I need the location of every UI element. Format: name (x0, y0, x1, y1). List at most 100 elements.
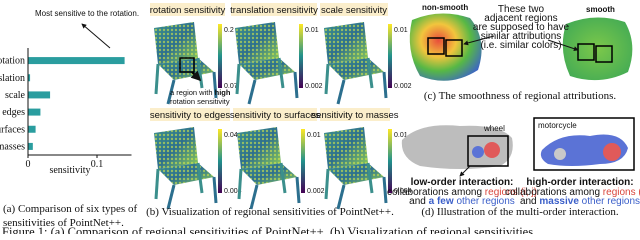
y-tick-label: surfaces (0, 124, 25, 135)
bar (28, 91, 51, 99)
label: non-smooth (422, 3, 468, 12)
region-box (427, 37, 445, 55)
chair (235, 125, 301, 211)
panel-title: scale sensitivity (321, 5, 387, 16)
sensitivity-maps: rotation sensitivity 0.2 0.07 translation s… (150, 3, 412, 211)
colorbar (299, 24, 303, 88)
line: and massive other regions (520, 196, 640, 207)
annotation: Most sensitive to the rotation. (35, 9, 139, 18)
x-tick-label: 0.1 (91, 159, 104, 170)
text: collaborations among (505, 187, 600, 198)
title-box (231, 3, 317, 16)
bar-chart: rotation translation scale edges surfaces mas… (0, 48, 132, 170)
colorbar-label: 0.07 (224, 83, 238, 90)
note-line: These two (498, 4, 545, 15)
colorbar-label: 0.01 (307, 132, 321, 139)
region (484, 142, 500, 158)
y-tick-label: scale (5, 90, 26, 101)
bar (28, 74, 31, 82)
caption: (a) Comparison of six types of (3, 203, 137, 215)
figure: Most sensitive to the rotation. rotation… (0, 3, 640, 234)
x-tick-label: 0 (26, 159, 31, 170)
arrow (81, 23, 111, 49)
chair (152, 125, 218, 211)
heading: high-order interaction: (526, 177, 633, 188)
bar (28, 57, 125, 65)
colorbar-label: 0.01 (394, 132, 408, 139)
colorbar-label: 0.01 (394, 27, 408, 34)
interaction-text: low-order interaction:collaborations amo… (387, 177, 640, 207)
colorbar (388, 24, 392, 88)
note-line: similar attributions (481, 31, 562, 42)
line: and a few other regions (409, 196, 515, 207)
title-box (320, 3, 388, 16)
title-box (150, 108, 230, 121)
text: regions (i, j) (485, 187, 537, 198)
line: collaborations among regions (i, j) (505, 187, 640, 198)
panel-title: sensitivity to surfaces (230, 110, 321, 121)
label: motorcycle (538, 121, 577, 130)
title-box (320, 108, 390, 121)
text: a region with (170, 88, 213, 97)
panel-title: sensitivity to edges (150, 110, 231, 121)
text: other regions (582, 196, 640, 207)
region-box (533, 117, 635, 171)
region (554, 148, 566, 160)
colorbar-label: 0.2 (224, 27, 234, 34)
text: and (520, 196, 537, 207)
arrow (547, 39, 579, 52)
colorbar-label: 0.002 (305, 83, 323, 90)
colorbar (218, 129, 222, 193)
colorbar-label: 0.002 (307, 188, 325, 195)
text: massive (539, 196, 579, 207)
region-box (467, 135, 509, 167)
region (472, 146, 484, 158)
colorbar-label: 0.004 (224, 188, 242, 195)
chair (322, 20, 388, 106)
title-box (233, 108, 317, 121)
arrow (463, 35, 495, 46)
region-box (179, 57, 195, 73)
bar (28, 125, 36, 133)
label: smooth (586, 5, 615, 14)
panel-title: sensitivity to masses (311, 110, 398, 121)
panel-title: translation sensitivity (230, 5, 318, 16)
caption: (b) Visualization of regional sensitivit… (146, 206, 394, 218)
text: a few (429, 196, 454, 207)
caption: sensitivities of PointNet++. (3, 217, 124, 229)
note-line: are supposed to have (473, 22, 570, 33)
text: other regions (456, 196, 514, 207)
arrow (459, 165, 471, 177)
heading: low-order interaction: (411, 177, 514, 188)
colorbar (218, 24, 222, 88)
caption: (d) Illustration of the multi-order inte… (421, 206, 619, 218)
label: wheel (483, 124, 505, 133)
note-line: adjacent regions (484, 13, 557, 24)
chair (233, 20, 299, 106)
arrow (190, 70, 202, 82)
colorbar-label: 0.04 (224, 132, 238, 139)
caption: (c) The smoothness of regional attributi… (424, 90, 617, 102)
line: collaborations among regions (i, j) (387, 187, 537, 198)
text: collaborations among (387, 187, 482, 198)
annotation: rotation sensitivity (170, 97, 230, 106)
y-tick-label: translation (0, 73, 25, 84)
region-box (577, 43, 595, 61)
panel-title: rotation sensitivity (150, 5, 226, 16)
note-line: (i.e. similar colors) (480, 40, 561, 51)
colorbar (388, 129, 392, 193)
figure-caption: Figure 1: (a) Comparison of regional sen… (2, 225, 533, 234)
y-tick-label: masses (0, 141, 25, 152)
text: high (215, 88, 231, 97)
y-tick-label: edges (2, 107, 25, 118)
region-box (445, 39, 463, 57)
colorbar-label: 0.002 (394, 83, 412, 90)
region (603, 143, 621, 161)
bar (28, 108, 41, 116)
annotation: a region with high (170, 88, 231, 97)
text: regions (i, j) (603, 187, 640, 198)
y-tick-label: rotation (0, 56, 25, 67)
bar (28, 142, 33, 150)
title-box (150, 3, 225, 16)
